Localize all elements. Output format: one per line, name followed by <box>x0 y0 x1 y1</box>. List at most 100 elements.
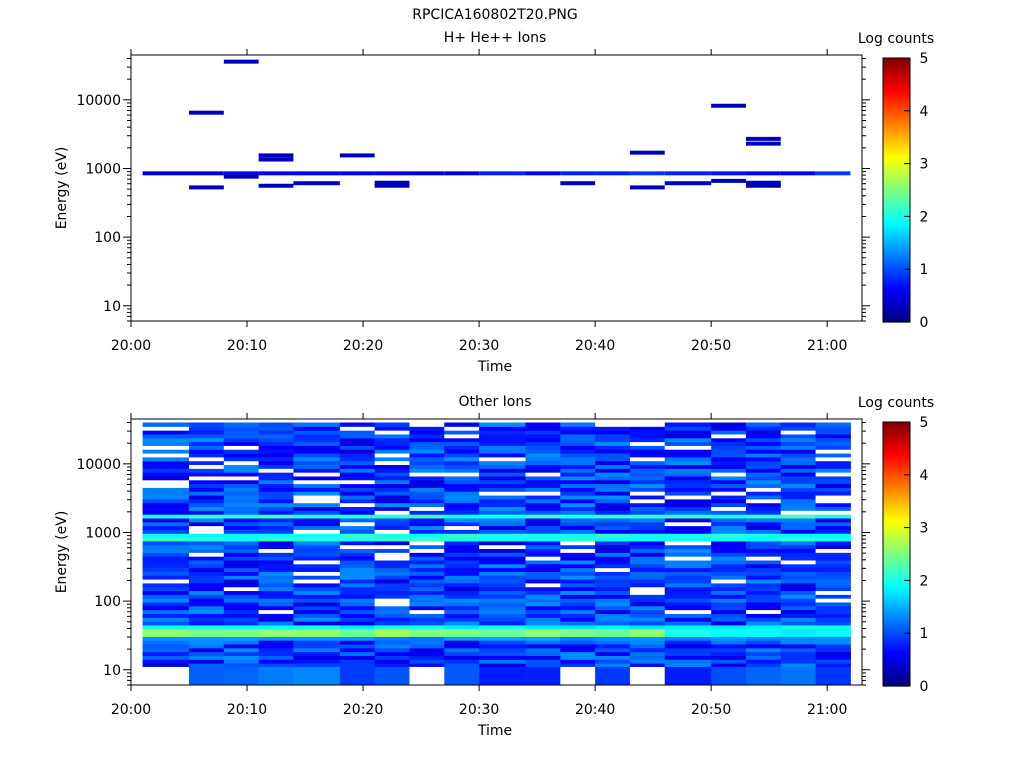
heatmap-cell <box>339 171 375 176</box>
heatmap-cell <box>780 548 817 553</box>
heatmap-cell <box>664 632 712 637</box>
heatmap-cell <box>815 628 851 634</box>
heatmap-cell <box>444 666 480 685</box>
heatmap-cell <box>189 453 225 458</box>
heatmap-cell <box>525 483 561 488</box>
heatmap-cell <box>223 479 260 485</box>
heatmap-cell <box>525 640 561 645</box>
heatmap-cell <box>293 575 341 580</box>
heatmap-cell <box>711 514 747 519</box>
heatmap-cell <box>595 659 631 664</box>
heatmap-cell <box>142 644 190 649</box>
colorbar-segment <box>883 115 910 118</box>
colorbar-segment <box>883 558 910 562</box>
heatmap-cell <box>409 647 445 653</box>
heatmap-cell <box>189 426 225 431</box>
heatmap-cell <box>815 525 851 530</box>
heatmap-cell <box>374 666 410 685</box>
heatmap-cell <box>223 655 260 660</box>
heatmap-cell <box>258 426 294 431</box>
heatmap-cell <box>223 582 260 588</box>
heatmap-cell <box>374 613 410 618</box>
heatmap-cell <box>745 422 782 427</box>
heatmap-cell <box>223 651 260 656</box>
heatmap-cell <box>595 521 631 527</box>
colorbar-segment <box>883 306 910 310</box>
heatmap-cell <box>293 525 341 530</box>
heatmap-cell <box>374 449 410 454</box>
colorbar-segment <box>883 148 910 151</box>
heatmap-cell <box>479 624 527 630</box>
heatmap-cell <box>479 544 527 550</box>
heatmap-cell <box>374 498 410 504</box>
heatmap-cell <box>815 651 851 656</box>
heatmap-cell <box>444 460 480 466</box>
heatmap-cell <box>595 502 631 508</box>
heatmap-cell <box>339 624 376 630</box>
heatmap-cell <box>745 479 782 485</box>
heatmap-cell <box>339 663 376 668</box>
heatmap-cell <box>711 644 747 649</box>
heatmap-cell <box>339 594 376 599</box>
heatmap-cell <box>223 506 260 511</box>
heatmap-cell <box>780 521 817 527</box>
heatmap-cell <box>444 437 480 443</box>
heatmap-cell <box>664 663 712 668</box>
heatmap-cell <box>189 422 225 427</box>
heatmap-cell <box>189 487 225 492</box>
colorbar-segment <box>883 271 910 275</box>
heatmap-cell <box>409 529 445 534</box>
heatmap-cell <box>815 571 851 576</box>
heatmap-cell <box>629 548 666 553</box>
heatmap-cell <box>525 495 561 500</box>
heatmap-cell <box>293 663 341 668</box>
heatmap-cell <box>479 456 527 462</box>
colorbar-segment <box>883 80 910 83</box>
heatmap-cell <box>142 659 190 664</box>
heatmap-cell <box>664 514 712 519</box>
heatmap-cell <box>444 464 480 469</box>
colorbar-segment <box>883 551 910 555</box>
heatmap-cell <box>815 441 851 446</box>
colorbar-segment <box>883 251 910 255</box>
heatmap-cell <box>595 609 631 614</box>
heatmap-cell <box>444 552 480 557</box>
colorbar-tick-label: 4 <box>920 104 929 120</box>
heatmap-cell <box>815 487 851 492</box>
heatmap-cell <box>560 537 596 542</box>
heatmap-cell <box>444 441 480 446</box>
heatmap-cell <box>560 556 596 561</box>
heatmap-cell <box>142 498 190 504</box>
heatmap-cell <box>711 449 747 454</box>
y-tick-label: 10 <box>103 663 121 679</box>
heatmap-cell <box>189 666 225 685</box>
heatmap-cell <box>339 487 376 492</box>
heatmap-cell <box>444 621 480 626</box>
heatmap-cell <box>815 609 851 614</box>
heatmap-cell <box>223 426 260 431</box>
heatmap-cell <box>223 571 260 576</box>
heatmap-cell <box>595 437 631 443</box>
heatmap-cell <box>189 517 225 523</box>
heatmap-cell <box>409 540 445 546</box>
x-tick-label: 21:00 <box>807 702 847 718</box>
heatmap-cell <box>189 598 225 603</box>
heatmap-cell <box>711 533 747 538</box>
heatmap-cell <box>142 525 190 530</box>
heatmap-cell <box>780 644 817 649</box>
heatmap-cell <box>189 640 225 645</box>
heatmap-cell <box>258 605 294 611</box>
heatmap-cell <box>815 449 851 454</box>
colorbar-segment <box>883 69 910 72</box>
colorbar-segment <box>883 86 910 90</box>
x-tick-label: 20:40 <box>575 338 615 354</box>
heatmap-cell <box>409 579 445 584</box>
heatmap-cell <box>815 663 851 668</box>
heatmap-cell <box>780 514 817 519</box>
heatmap-cell <box>745 556 782 561</box>
heatmap-cell <box>142 495 190 500</box>
colorbar-segment <box>883 150 910 154</box>
heatmap-cell <box>525 556 561 561</box>
heatmap-cell <box>293 647 341 653</box>
